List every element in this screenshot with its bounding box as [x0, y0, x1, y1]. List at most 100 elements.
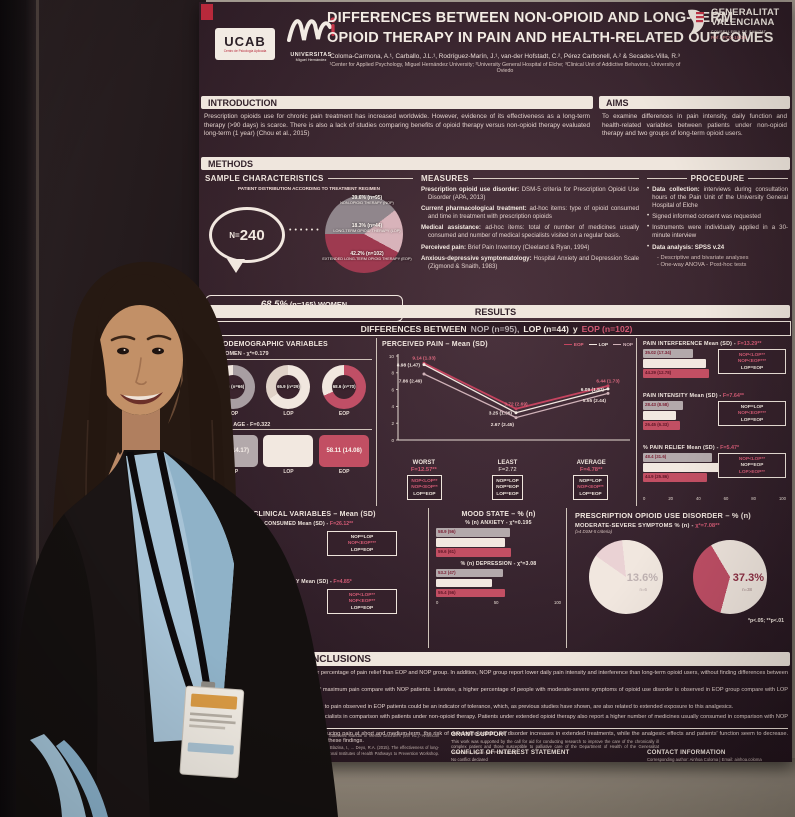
bar-nop: 58.9 (56) — [436, 528, 510, 537]
measure-lead: Perceived pain: — [421, 243, 467, 251]
results-banner: DIFFERENCES BETWEEN NOP (n=95), LOP (n=4… — [202, 321, 791, 336]
procedure-text: Instruments were individually applied in… — [652, 224, 788, 240]
significance-footnote: *p<.05; **p<.01 — [747, 618, 784, 624]
measures-heading-label: MEASURES — [421, 174, 469, 183]
comparison-line: NOP<LOP** — [738, 352, 766, 357]
procedure-item: • Data analysis: SPSS v.24 — [647, 244, 788, 252]
measure-item: Medical assistance: ad-hoc items: total … — [421, 224, 639, 240]
comparison-line: LOP=EOP — [350, 604, 374, 610]
methods-heading-label: METHODS — [208, 158, 253, 169]
bar-eop: 44.29 (12.78) — [643, 369, 709, 378]
bar-nop: 35.02 (17.34) — [643, 349, 694, 358]
bar-nop: 53.2 (47) — [436, 568, 503, 577]
comparison-box-average: NOP=LOP NOP<EOP** LOP=EOP — [573, 475, 608, 501]
ucab-logo-text: UCAB — [224, 33, 266, 49]
category-worst: WORST — [412, 460, 435, 466]
bar-value-label: 44.29 (12.78) — [645, 370, 672, 375]
measure-lead: Medical assistance: — [421, 224, 481, 232]
interference-title: PAIN INTERFERENCE Mean (SD) - — [643, 341, 736, 347]
grant-heading: GRANT SUPPORT — [451, 731, 508, 738]
comparison-box-specialists: NOP<LOP** NOP<EOP** LOP=EOP — [327, 589, 397, 615]
banner-lop: LOP (n=44) — [523, 323, 569, 334]
left-eyebrow — [110, 335, 136, 342]
poster-title-block: DIFFERENCES BETWEEN NON-OPIOID AND LONG-… — [327, 9, 773, 74]
comparison-box-medicines: NOP=LOP NOP<EOP*** LOP=EOP — [327, 531, 397, 557]
umh-logo-glyph — [287, 17, 336, 42]
authors-line: Coloma-Carmona, A.¹, Carballo, J.L.¹, Ro… — [330, 53, 680, 61]
perceived-pain-panel: PERCEIVED PAIN – Mean (SD) EOP LOP NOP 0… — [379, 338, 637, 506]
category-average: AVERAGE — [576, 460, 606, 466]
comparison-line: LOP=EOP — [579, 490, 602, 496]
procedure-text: interviews during consultation hours of … — [652, 186, 788, 210]
section-aims-header: AIMS — [599, 96, 790, 109]
bullet-icon: • — [647, 224, 650, 231]
measure-text: Hospital Anxiety and Depression Scale (Z… — [428, 254, 640, 270]
bar-eop: 55.4 (56) — [436, 588, 506, 597]
age-box-lop — [263, 435, 314, 467]
bar-value-label: 58.9 (56) — [438, 529, 456, 534]
mood-state-panel: MOOD STATE – % (n) % (n) ANXIETY - χ²=0.… — [431, 508, 567, 648]
category-least: LEAST — [497, 460, 518, 466]
axis-tick: 100 — [778, 496, 786, 501]
procedure-lead: Data analysis: SPSS v.24 — [652, 243, 725, 251]
svg-text:4: 4 — [391, 404, 394, 409]
blue-ribbon-fold — [56, 740, 108, 817]
bar-lop — [643, 359, 706, 368]
pie-percent-label: 13.6% — [626, 572, 658, 584]
conflict-block: CONFLICT OF INTEREST STATEMENT No confli… — [451, 749, 631, 762]
bar-lop — [436, 538, 505, 547]
axis-tick: 100 — [553, 600, 561, 605]
section-results-header: RESULTS — [201, 305, 790, 318]
donut-lop: 65.9 (n=29) — [266, 364, 311, 409]
svg-text:2: 2 — [391, 421, 394, 426]
person-hairline — [96, 274, 185, 344]
women-rest: (n=165) WOMEN — [288, 300, 347, 309]
legend-swatch-lop — [588, 343, 597, 346]
donut-lop-value: 65.9 (n=29) — [277, 384, 300, 389]
medicines-group: MEDICINES USUALLY CONSUMED Mean (SD) - F… — [205, 521, 424, 573]
pie-eop-oud: 37.3% n=38 — [693, 540, 767, 614]
measure-text: DSM-5 criteria for Prescription Opioid U… — [428, 186, 639, 202]
badge-text-line — [189, 712, 233, 718]
gva-logo-subtext: CONSELLERIA DE SANITAT — [711, 29, 767, 34]
comparison-box-interference: NOP<LOP** NOP<EOP*** LOP=EOP — [718, 349, 786, 375]
right-eye — [152, 347, 164, 355]
procedure-text: Signed informed consent was requested — [652, 213, 761, 221]
bar-value-label: 53.2 (47) — [438, 569, 456, 575]
umh-logo-line2: Miguel Hernández — [295, 58, 327, 62]
measure-item: Perceived pain: Brief Pain Inventory (Cl… — [421, 244, 639, 252]
comparison-line: NOP<EOP** — [577, 484, 604, 490]
comparison-line: NOP<LOP** — [411, 478, 438, 483]
svg-text:0: 0 — [391, 438, 394, 443]
oud-chi: χ²=7.08** — [695, 523, 720, 529]
f-value-average: F=4.78** — [579, 467, 603, 473]
axis-tick: 60 — [723, 496, 729, 501]
procedure-heading-label: PROCEDURE — [690, 174, 745, 183]
women-percent: 68.5% — [261, 299, 288, 310]
bullet-icon: • — [647, 186, 650, 192]
teeth — [123, 393, 160, 401]
comparison-line: NOP=EOP — [496, 484, 519, 490]
pain-categories-row: WORST F=12.57** LEAST F=2.72 AVERAGE F=4.78… — [382, 460, 633, 473]
bullet-icon: • — [647, 243, 650, 250]
bar-nop: 28.43 (8.58) — [643, 401, 684, 410]
eop-name: EXTENDED LONG-TERM OPIOID THERAPY (EOP) — [322, 257, 412, 261]
comparison-line: NOP<EOP*** — [347, 540, 377, 546]
comparison-line: NOP<EOP*** — [737, 410, 767, 416]
procedure-item: • Data collection: interviews during cons… — [647, 186, 788, 210]
pain-intensity-group: PAIN INTENSITY Mean (SD) - F=7.64** 28.4… — [643, 393, 786, 441]
lop-pct: 18.3% (n=44) — [351, 223, 383, 229]
svg-text:8.98 (1.47): 8.98 (1.47) — [397, 363, 421, 369]
donut-group-labels: NOP LOP EOP — [205, 411, 372, 417]
group-label-lop: LOP — [283, 410, 294, 417]
poster-title-line1: DIFFERENCES BETWEEN NON-OPIOID AND LONG-… — [327, 10, 734, 26]
patient-distribution-subtitle: PATIENT DISTRIBUTION ACCORDING TO TREATM… — [238, 186, 380, 191]
n-total-circle: N= 240 — [209, 207, 285, 263]
treatment-distribution-pie — [325, 195, 403, 273]
comparison-line: LOP=EOP — [740, 416, 764, 422]
gva-reference: Ref.: PCC-18/13 — [711, 35, 747, 41]
bar-value-label: 26.45 (6.33) — [645, 422, 669, 427]
specialists-f: F=4.85* — [333, 579, 352, 585]
comparison-line: NOP<EOP** — [348, 598, 376, 604]
